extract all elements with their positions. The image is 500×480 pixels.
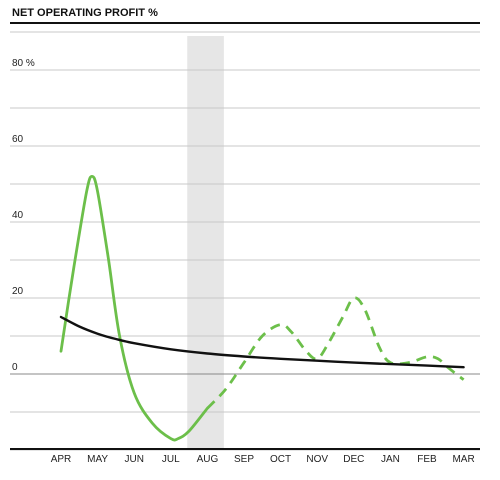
x-tick-label: FEB bbox=[417, 454, 437, 465]
x-tick-label: MAY bbox=[87, 454, 108, 465]
projected-series-line bbox=[206, 296, 465, 410]
x-tick-label: SEP bbox=[234, 454, 254, 465]
y-tick-label: 0 bbox=[12, 362, 18, 373]
trend-series-line bbox=[59, 315, 465, 369]
x-tick-label: JUL bbox=[162, 454, 180, 465]
x-tick-label: APR bbox=[51, 454, 72, 465]
x-tick-label: AUG bbox=[197, 454, 219, 465]
chart-title: NET OPERATING PROFIT % bbox=[12, 7, 158, 19]
y-tick-label: 80 % bbox=[12, 58, 35, 69]
y-tick-label: 60 bbox=[12, 134, 24, 145]
x-tick-label: JAN bbox=[381, 454, 400, 465]
x-tick-label: NOV bbox=[306, 454, 328, 465]
x-tick-label: MAR bbox=[452, 454, 474, 465]
y-tick-label: 20 bbox=[12, 286, 24, 297]
x-tick-label: JUN bbox=[124, 454, 143, 465]
highlight-band bbox=[187, 36, 224, 449]
x-tick-label: DEC bbox=[343, 454, 364, 465]
y-tick-label: 40 bbox=[12, 210, 24, 221]
x-tick-label: OCT bbox=[270, 454, 291, 465]
actual-series-line bbox=[59, 175, 209, 442]
